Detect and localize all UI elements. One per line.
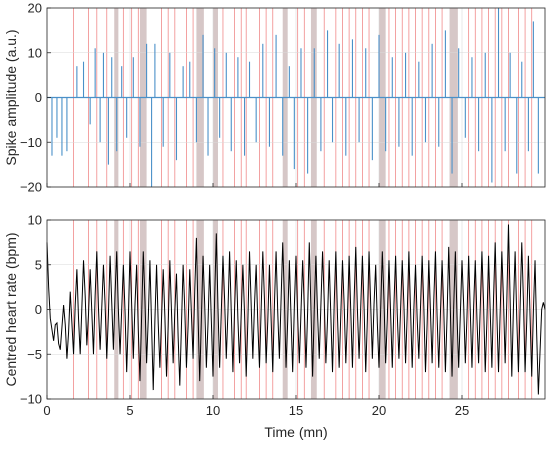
x-tick-label: 15 (289, 403, 303, 418)
y-tick-label: 0 (35, 90, 42, 105)
x-tick-label: 0 (43, 403, 50, 418)
x-tick-label: 25 (455, 403, 469, 418)
spike-amplitude-panel: −20 −10 0 10 20 Spike amplitude (a.u.) (3, 1, 546, 195)
x-tick-label: 10 (206, 403, 220, 418)
y-tick-label: 5 (35, 257, 42, 272)
heart-rate-panel: −10 −5 0 5 10 0 5 10 15 20 25 Centred heart rate (b… (3, 213, 546, 440)
heart-rate-line (46, 224, 546, 395)
y-tick-label: −20 (20, 180, 42, 195)
y-tick-label: −10 (20, 392, 42, 407)
y-axis-label: Centred heart rate (bpm) (3, 232, 19, 386)
y-tick-label: 20 (28, 1, 42, 16)
y-tick-label: 0 (35, 302, 42, 317)
y-axis-label: Spike amplitude (a.u.) (3, 29, 19, 165)
y-tick-label: 10 (28, 45, 42, 60)
y-tick-label: −5 (27, 347, 42, 362)
y-tick-label: 10 (28, 213, 42, 228)
x-tick-label: 5 (126, 403, 133, 418)
y-tick-label: −10 (20, 135, 42, 150)
x-tick-label: 20 (372, 403, 386, 418)
x-axis-label: Time (mn) (264, 424, 327, 440)
